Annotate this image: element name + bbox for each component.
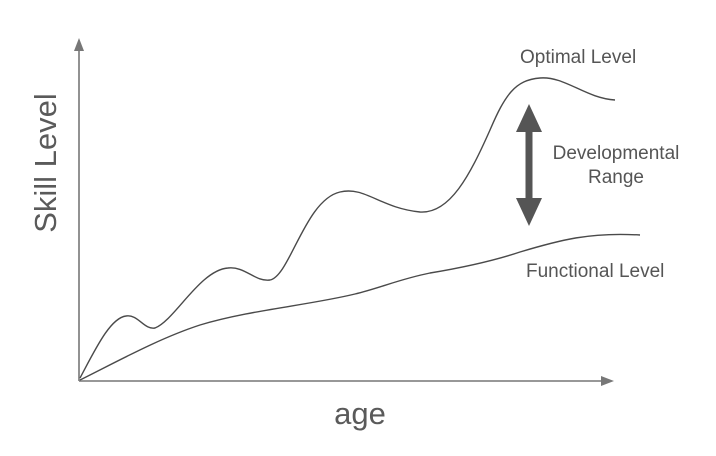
functional-level-label: Functional Level <box>526 261 664 282</box>
functional-level-curve <box>79 233 641 381</box>
y-axis-label: Skill Level <box>28 93 63 233</box>
range-arrowhead-up <box>516 104 542 132</box>
y-axis-arrowhead <box>74 38 84 51</box>
x-axis-label: age <box>334 396 386 431</box>
developmental-range-arrow <box>516 104 542 226</box>
developmental-range-label-line2: Range <box>588 167 644 188</box>
x-axis-arrowhead <box>601 376 614 386</box>
optimal-level-curve <box>79 77 616 379</box>
range-arrowhead-down <box>516 198 542 226</box>
developmental-range-label-line1: Developmental <box>553 143 680 164</box>
optimal-level-label: Optimal Level <box>520 47 636 68</box>
